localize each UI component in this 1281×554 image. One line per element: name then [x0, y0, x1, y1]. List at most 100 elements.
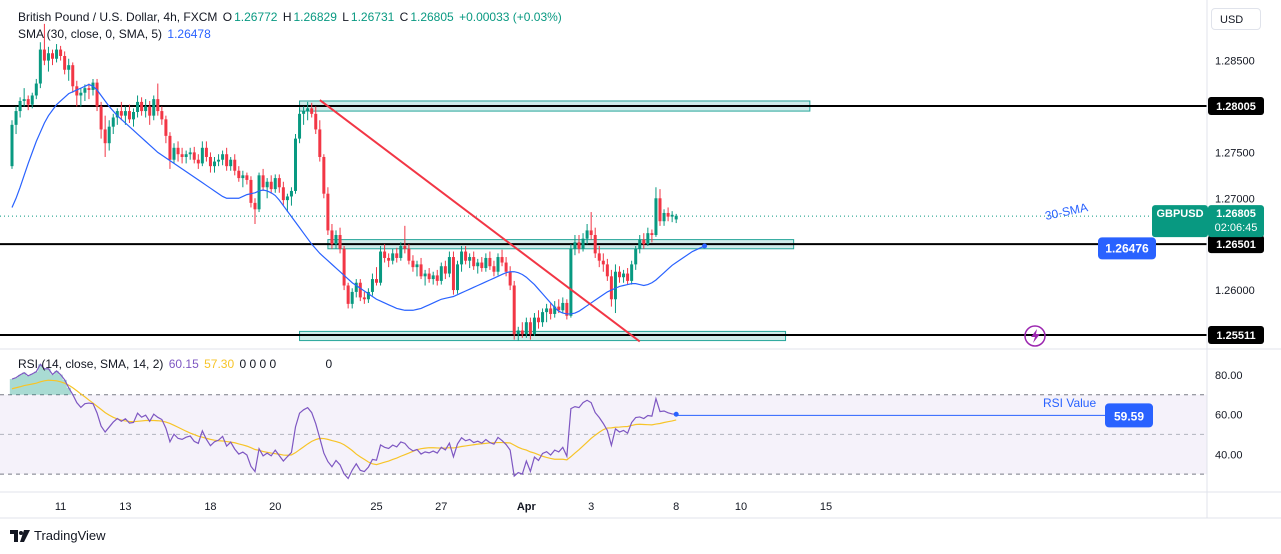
candle-body [650, 233, 654, 236]
candle-body [196, 159, 200, 164]
candle-body [30, 95, 34, 105]
candle-body [184, 154, 188, 157]
close-label: C [399, 10, 409, 24]
candle-body [516, 330, 520, 335]
candlesticks [10, 23, 678, 341]
open-label: O [222, 10, 233, 24]
tradingview-logo[interactable]: TradingView [10, 528, 106, 543]
candle-body [622, 273, 626, 278]
candle-body [480, 262, 484, 269]
time-tick-label: 3 [588, 501, 594, 513]
time-tick-label: 15 [820, 501, 832, 513]
candle-body [605, 264, 609, 277]
candle-body [593, 235, 597, 254]
candle-body [107, 126, 111, 144]
rsi-tick-label: 40.00 [1215, 449, 1243, 461]
last-price-bg [1208, 205, 1264, 238]
currency-button[interactable]: USD [1211, 8, 1261, 30]
candle-body [626, 273, 630, 281]
candle-body [99, 106, 103, 130]
candle-body [585, 230, 589, 239]
candle-body [504, 262, 508, 272]
candle-body [306, 108, 310, 112]
time-tick-label: 8 [673, 501, 679, 513]
tradingview-icon [10, 529, 30, 542]
candle-body [322, 156, 326, 194]
candle-body [123, 111, 127, 116]
rsi-end-dot [673, 411, 679, 417]
candle-body [63, 55, 67, 70]
price-tick-label: 1.28500 [1215, 56, 1255, 68]
candle-body [221, 154, 225, 160]
candle-body [115, 111, 119, 118]
candle-body [399, 246, 403, 258]
candle-body [253, 202, 257, 210]
low-label: L [342, 10, 349, 24]
candle-body [589, 230, 593, 236]
candle-body [67, 65, 71, 70]
candle-body [658, 198, 662, 222]
candle-body [192, 152, 196, 160]
candle-body [634, 248, 638, 265]
candle-body [75, 86, 79, 96]
symbol-title: British Pound / U.S. Dollar, 4h, FXCM [18, 10, 218, 24]
bearish-trendline [319, 99, 641, 343]
candle-body [508, 271, 512, 286]
candle-body [277, 178, 281, 188]
candle-body [642, 239, 646, 245]
candle-body [164, 119, 168, 136]
sma-legend: SMA (30, close, 0, SMA, 5) 1.26478 [18, 27, 213, 41]
candle-body [387, 257, 391, 261]
candle-body [289, 190, 293, 197]
lightning-icon[interactable] [1024, 325, 1046, 347]
candle-body [601, 260, 605, 265]
candle-body [22, 99, 26, 101]
candle-body [476, 262, 480, 267]
candle-body [79, 92, 83, 96]
candle-body [407, 248, 411, 261]
candle-body [294, 138, 297, 191]
rsi-legend: RSI (14, close, SMA, 14, 2) 60.15 57.30 … [18, 357, 334, 371]
candle-body [188, 152, 192, 155]
candle-body [427, 273, 431, 280]
level-label: 1.28005 [1216, 101, 1256, 113]
candle-body [34, 83, 38, 96]
rsi-pane [0, 363, 1207, 480]
candle-body [172, 147, 176, 160]
candle-body [326, 193, 330, 231]
level-label-bg [1208, 235, 1264, 254]
candle-body [55, 49, 59, 59]
candle-body [666, 212, 670, 217]
rsi-sma-legend-value: 57.30 [204, 357, 235, 371]
candle-body [630, 264, 634, 281]
price-tick-label: 1.26000 [1215, 285, 1255, 297]
level-label: 1.26501 [1216, 239, 1256, 251]
open-value: 1.26772 [234, 10, 278, 24]
candle-body [370, 279, 374, 292]
candle-body [354, 282, 358, 292]
candle-body [26, 99, 30, 105]
candle-body [537, 317, 540, 323]
candle-body [59, 49, 63, 56]
candle-body [484, 257, 488, 269]
candle-body [257, 175, 261, 210]
candle-body [168, 135, 172, 160]
candle-body [443, 266, 447, 274]
candle-body [383, 251, 387, 258]
candle-body [156, 99, 160, 112]
candle-body [569, 248, 573, 316]
candle-body [618, 271, 621, 278]
candle-body [403, 246, 407, 249]
candle-body [415, 264, 419, 268]
candle-body [565, 302, 569, 316]
countdown-label: 02:06:45 [1215, 222, 1258, 234]
sma-value-label: 1.26476 [1105, 241, 1149, 255]
candle-body [613, 271, 617, 300]
low-value: 1.26731 [350, 10, 395, 24]
sma-annotation: 30-SMA [1044, 200, 1089, 223]
rsi-annotation: RSI Value [1043, 396, 1096, 410]
candle-body [38, 49, 42, 84]
candle-body [577, 242, 581, 249]
candle-body [144, 106, 148, 112]
